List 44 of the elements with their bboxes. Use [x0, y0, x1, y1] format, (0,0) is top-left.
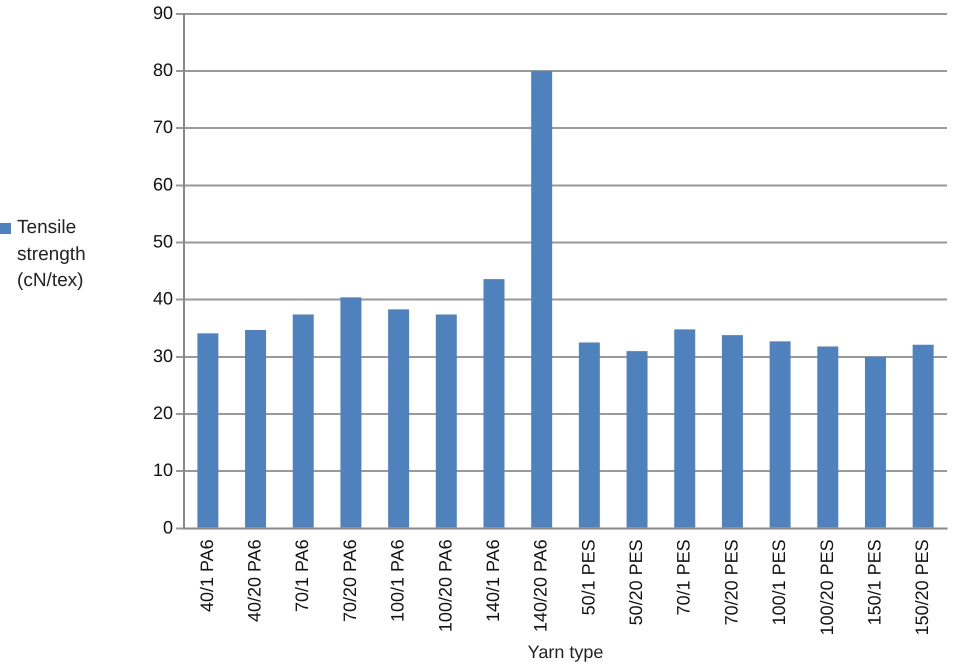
- y-tick-label: 0: [163, 517, 174, 538]
- y-tick-label: 30: [152, 346, 174, 366]
- x-tick-label: 140/20 PA6: [530, 539, 551, 632]
- y-tick-label: 70: [152, 117, 174, 138]
- x-tick-label: 150/1 PES: [864, 539, 884, 626]
- x-tick-label: 100/1 PES: [769, 539, 790, 626]
- x-tick-label: 40/20 PA6: [244, 539, 265, 622]
- x-tick-label: 40/1 PA6: [196, 539, 217, 612]
- bar: [483, 279, 504, 528]
- y-tick-label: 40: [152, 288, 174, 309]
- y-tick-label: 50: [152, 231, 174, 252]
- bar: [722, 335, 743, 528]
- bar: [578, 342, 600, 528]
- x-tick-label: 150/20 PES: [912, 539, 932, 636]
- y-tick-label: 90: [152, 2, 174, 23]
- bar: [626, 351, 648, 528]
- legend-label: Tensile strength (cN/tex): [17, 216, 87, 294]
- x-tick-label: 50/1 PES: [578, 539, 598, 616]
- bar: [770, 341, 791, 528]
- bar: [388, 309, 410, 528]
- x-tick-label: 70/20 PES: [721, 539, 742, 626]
- bar: [436, 314, 457, 528]
- y-tick-label: 10: [152, 460, 174, 480]
- bar: [912, 344, 934, 528]
- x-tick-label: 100/1 PA6: [388, 539, 408, 622]
- x-tick-label: 50/20 PES: [626, 539, 646, 626]
- bar: [817, 346, 838, 528]
- y-tick-label: 20: [152, 402, 174, 423]
- bar: [531, 70, 552, 528]
- bar: [197, 333, 218, 528]
- x-tick-label: 100/20 PES: [816, 539, 837, 636]
- x-tick-label: 100/20 PA6: [435, 539, 456, 632]
- x-tick-label: 70/1 PA6: [292, 539, 312, 612]
- y-tick-label: 60: [152, 174, 174, 194]
- bar: [245, 330, 266, 528]
- x-tick-label: 140/1 PA6: [482, 539, 503, 622]
- x-tick-label: 70/20 PA6: [340, 539, 360, 622]
- bar: [674, 329, 696, 528]
- y-tick-label: 80: [152, 60, 174, 80]
- x-tick-label: 70/1 PES: [674, 539, 694, 616]
- x-axis-title: Yarn type: [528, 642, 604, 662]
- bar: [340, 297, 362, 528]
- bar: [292, 314, 314, 528]
- bar: [864, 356, 886, 528]
